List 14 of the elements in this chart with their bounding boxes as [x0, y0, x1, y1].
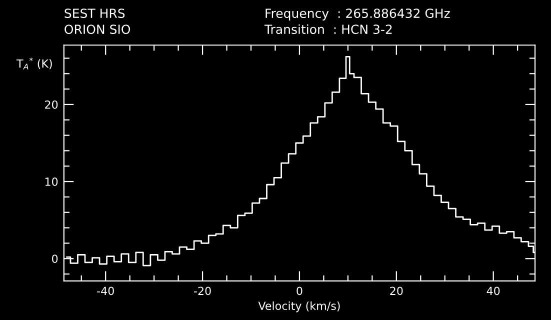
y-axis-title: T$_{A}$$^{*}$ (K) [16, 58, 52, 70]
x-tick-label: 20 [390, 286, 403, 296]
x-tick-label: 40 [486, 286, 500, 296]
text: Frequency : 265.886432 GHz [266, 8, 450, 20]
x-tick-label: 0 [296, 286, 302, 296]
y-tick-label: 0 [52, 254, 58, 263]
text: Transition : HCN 3-2 [264, 24, 392, 34]
text: ORION SIO [64, 24, 130, 34]
y-tick-label: 20 [45, 100, 58, 109]
text: SEST HRS [64, 8, 125, 18]
x-tick-label: -20 [194, 286, 211, 296]
y-tick-label: 10 [45, 178, 58, 186]
x-axis-title: Velocity (km/s) [258, 301, 340, 312]
x-tick-label: -40 [97, 286, 114, 296]
